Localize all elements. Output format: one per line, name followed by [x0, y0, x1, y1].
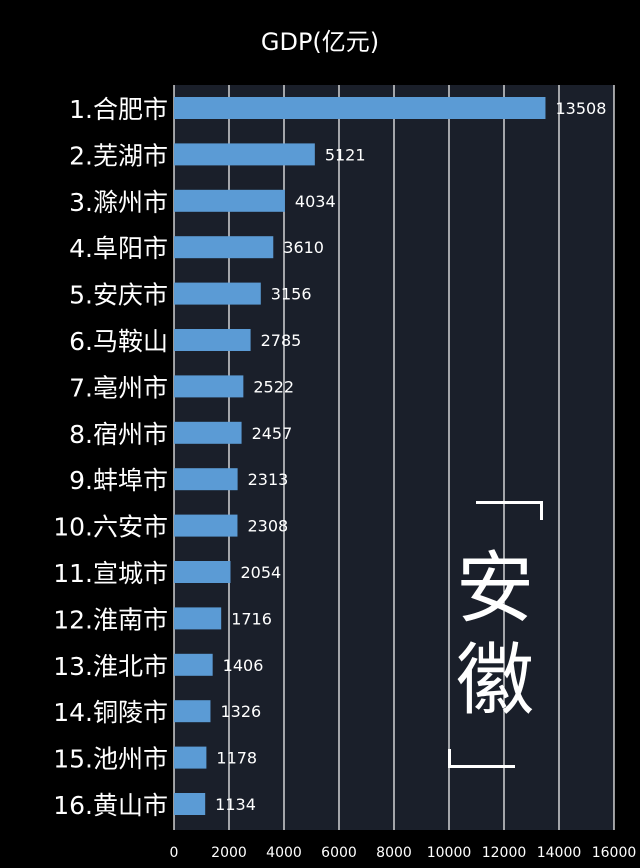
- bar: [174, 653, 213, 676]
- x-tick-label: 6000: [321, 845, 357, 861]
- data-label: 1406: [223, 656, 264, 675]
- bar: [174, 700, 211, 723]
- category-label: 14.铜陵市: [53, 698, 168, 727]
- region-label-char: 安: [455, 544, 534, 634]
- x-tick-label: 12000: [482, 845, 527, 861]
- category-label: 9.蚌埠市: [69, 466, 168, 495]
- category-label: 12.淮南市: [53, 605, 168, 634]
- data-label: 2522: [253, 377, 294, 396]
- data-label: 1326: [220, 702, 261, 721]
- bar: [174, 282, 261, 305]
- bar: [174, 607, 222, 630]
- bar: [174, 468, 238, 491]
- region-label: 安徽: [450, 543, 540, 727]
- category-label: 2.芜湖市: [69, 141, 168, 170]
- x-tick-label: 8000: [376, 845, 412, 861]
- data-label: 3156: [271, 285, 312, 304]
- x-tick-label: 2000: [211, 845, 247, 861]
- bar: [174, 143, 315, 166]
- category-label: 4.阜阳市: [69, 234, 168, 263]
- bar: [174, 329, 251, 351]
- bracket-top: [476, 501, 543, 520]
- bar: [174, 97, 546, 119]
- data-label: 1716: [231, 609, 272, 628]
- category-label: 10.六安市: [53, 513, 168, 542]
- data-label: 5121: [325, 145, 366, 164]
- x-tick-label: 14000: [537, 845, 582, 861]
- category-label: 16.黄山市: [53, 791, 168, 820]
- bar: [174, 189, 285, 212]
- bar: [174, 793, 206, 815]
- category-label: 3.滁州市: [69, 188, 168, 217]
- data-label: 2054: [240, 563, 281, 582]
- bar: [174, 514, 238, 537]
- bar: [174, 421, 242, 444]
- category-label: 15.池州市: [53, 745, 168, 774]
- bar: [174, 746, 207, 769]
- x-tick-label: 0: [170, 845, 179, 861]
- data-label: 2313: [248, 470, 289, 489]
- bracket-bottom: [448, 749, 515, 768]
- category-label: 7.亳州市: [69, 373, 168, 402]
- region-label-char: 徽: [455, 636, 534, 726]
- data-label: 1178: [216, 749, 257, 768]
- data-label: 4034: [295, 192, 336, 211]
- category-label: 5.安庆市: [69, 281, 168, 310]
- data-label: 2308: [247, 517, 288, 536]
- category-label: 6.马鞍山: [69, 327, 168, 356]
- data-label: 2785: [261, 331, 302, 350]
- category-label: 13.淮北市: [53, 652, 168, 681]
- region-label-block: 安徽: [440, 495, 550, 780]
- category-label: 1.合肥市: [69, 95, 168, 124]
- x-tick-label: 10000: [427, 845, 472, 861]
- data-label: 2457: [252, 424, 293, 443]
- data-label: 1134: [215, 795, 256, 814]
- data-label: 13508: [555, 99, 606, 118]
- bar: [174, 561, 231, 583]
- bar: [174, 236, 274, 259]
- category-label: 11.宣城市: [53, 559, 168, 588]
- chart-title: GDP(亿元): [260, 28, 380, 56]
- bar: [174, 375, 244, 398]
- x-tick-label: 4000: [266, 845, 302, 861]
- category-label: 8.宿州市: [69, 420, 168, 449]
- data-label: 3610: [283, 238, 324, 257]
- x-tick-label: 16000: [592, 845, 637, 861]
